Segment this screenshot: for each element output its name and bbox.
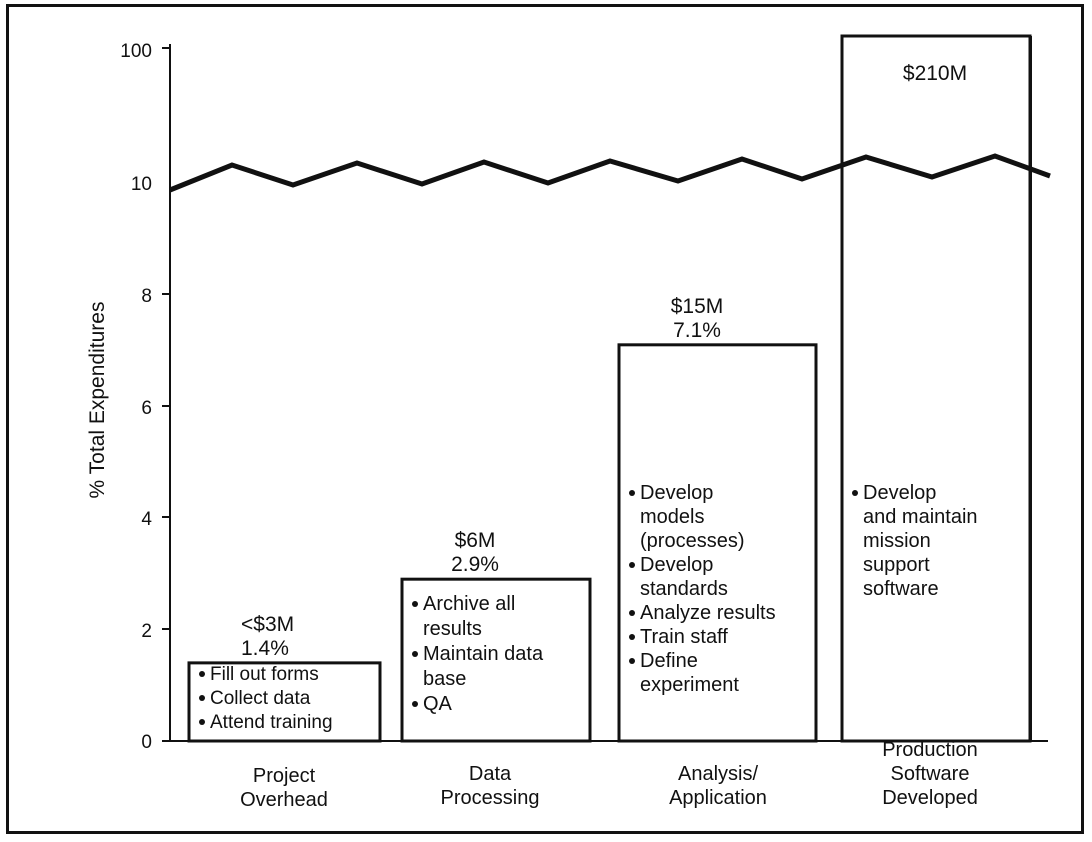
bar-0-bullet-text: Collect data [210,688,311,709]
bar-2-value-label-1: 7.1% [673,319,721,342]
y-tick-4: 4 [141,509,152,530]
bar-2-bullet-text: Define [640,650,698,672]
bar-3-bullet-dot-0 [852,490,858,496]
bar-0-bullet-dot-2 [199,719,205,725]
bar-0-bullet-dot-1 [199,695,205,701]
bar-1-bullet-dot-1 [412,651,418,657]
bar-1-bullet-text: Maintain data [423,643,544,665]
bar-2-bullet-dot-0 [629,490,635,496]
y-tick-2: 2 [141,621,152,642]
bar-2-bullet-dot-2 [629,610,635,616]
category-label-3-line-1: Software [891,763,970,785]
bar-3-bullet-text: Develop [863,482,936,504]
bar-1-bullet-text: results [423,618,482,640]
bar-1-value-label-1: 2.9% [451,553,499,576]
y-tick-10: 10 [131,174,152,195]
y-tick-0: 0 [141,732,152,753]
y-tick-100: 100 [120,41,152,62]
bar-1-bullet-dot-0 [412,601,418,607]
bar-3 [840,34,1032,743]
bar-1-bullet-dot-2 [412,701,418,707]
bar-3-bullet-text: mission [863,530,931,552]
bar-2-bullet-text: (processes) [640,530,744,552]
bar-0-bullet-dot-0 [199,671,205,677]
bars-group: <$3M1.4% Fill out forms Collect data Attend… [187,34,1032,743]
bar-1-bullet-text: Archive all [423,593,515,615]
y-tick-6: 6 [141,398,152,419]
bar-1-value-label-0: $6M [455,529,496,552]
bar-3-bullet-text: support [863,554,930,576]
category-label-0-line-0: Project [253,765,316,787]
bar-2-bullet-text: Train staff [640,626,728,648]
axis-break-wave [169,153,1051,193]
bar-2-bullet-text: Develop [640,554,713,576]
bar-2 [617,343,818,743]
category-label-2-line-0: Analysis/ [678,763,758,785]
bar-0-bullet-text: Fill out forms [210,664,319,685]
bar-1 [400,577,592,743]
bar-2-bullet-dot-1 [629,562,635,568]
bar-2-bullet-text: standards [640,578,728,600]
bar-2-bullet-text: models [640,506,704,528]
bar-2-bullet-dot-3 [629,634,635,640]
category-label-2-line-1: Application [669,787,767,809]
y-tick-8: 8 [141,286,152,307]
bar-0-bullet-text: Attend training [210,712,333,733]
category-label-1-line-0: Data [469,763,512,785]
bar-3-value-label-0: $210M [903,62,967,85]
category-label-3-line-0: Production [882,739,978,761]
bar-0-value-label-1: 1.4% [241,637,289,660]
category-label-0-line-1: Overhead [240,789,328,811]
bar-1-bullet-text: QA [423,693,453,715]
bar-2-bullet-text: Develop [640,482,713,504]
bar-3-bullet-text: and maintain [863,506,978,528]
bar-3-bullet-text: software [863,578,939,600]
bar-0-value-label-0: <$3M [241,613,294,636]
y-axis-label: % Total Expenditures [86,302,109,499]
bar-2-bullet-text: experiment [640,674,739,696]
bar-2-bullet-dot-4 [629,658,635,664]
category-label-3-line-2: Developed [882,787,978,809]
bar-2-value-label-0: $15M [671,295,724,318]
category-label-1-line-1: Processing [441,787,540,809]
bar-2-bullet-text: Analyze results [640,602,776,624]
bar-1-bullet-text: base [423,668,466,690]
bar-0 [187,661,382,743]
